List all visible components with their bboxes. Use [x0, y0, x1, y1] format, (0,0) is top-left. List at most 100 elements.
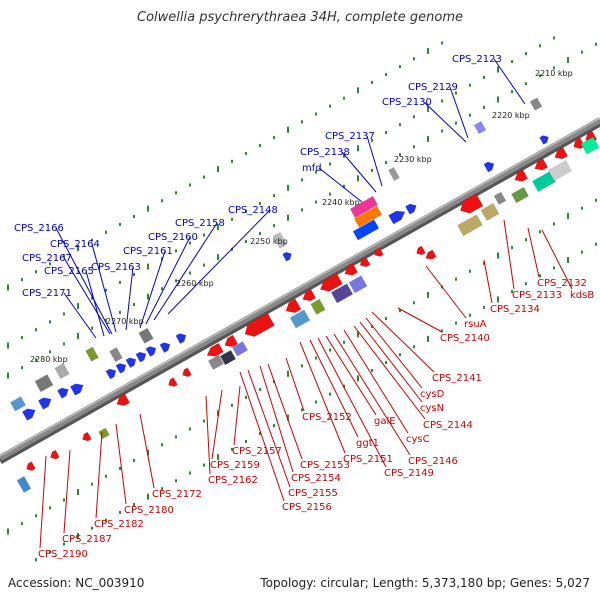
- reverse-gene: [182, 367, 192, 377]
- reverse-box: [580, 136, 600, 155]
- reverse-callout: [299, 341, 346, 454]
- forward-callout: [63, 292, 97, 339]
- tick-mark: [483, 305, 485, 309]
- reverse-box: [207, 354, 225, 370]
- tick-mark: [511, 290, 513, 294]
- tick-mark: [63, 498, 65, 502]
- tick-mark: [203, 419, 205, 423]
- forward-gene-label: CPS_2138: [300, 147, 350, 158]
- tick-mark: [49, 550, 51, 554]
- forward-box: [34, 374, 54, 393]
- forward-box: [352, 219, 380, 241]
- tick-mark: [287, 214, 289, 221]
- reverse-box: [289, 309, 311, 329]
- tick-mark: [63, 254, 65, 258]
- forward-gene-shape: [282, 252, 292, 262]
- kbp-marker: 2250 kbp: [250, 237, 288, 246]
- forward-gene-label: CPS_2165: [44, 266, 94, 277]
- tick-mark: [301, 408, 303, 412]
- tick-mark: [259, 388, 261, 392]
- reverse-gene: [320, 273, 343, 292]
- forward-box: [272, 231, 288, 249]
- tick-mark: [287, 184, 289, 191]
- tick-mark: [427, 291, 429, 298]
- reverse-box: [493, 191, 507, 205]
- reverse-gene: [26, 461, 36, 471]
- tick-mark: [315, 400, 317, 404]
- tick-mark: [483, 105, 485, 109]
- tick-mark: [63, 542, 65, 546]
- forward-gene-label: CPS_2171: [22, 288, 72, 299]
- tick-mark: [217, 224, 219, 231]
- reverse-gene-shape: [374, 247, 384, 257]
- reverse-gene: [82, 431, 92, 442]
- reverse-box-shape: [16, 476, 32, 493]
- reverse-gene-shape: [344, 263, 359, 276]
- reverse-gene-label: CPS_2187: [62, 534, 112, 545]
- tick-mark: [161, 287, 163, 291]
- reverse-callout: [397, 307, 443, 333]
- reverse-callout: [325, 335, 377, 416]
- tick-mark: [595, 242, 597, 246]
- tick-mark: [287, 414, 289, 421]
- tick-mark: [343, 340, 345, 344]
- forward-gene: [125, 357, 137, 369]
- reverse-callout: [317, 337, 387, 468]
- tick-mark: [91, 326, 93, 330]
- reverse-gene-shape: [50, 449, 60, 460]
- tick-mark: [385, 131, 387, 135]
- forward-box: [349, 195, 379, 219]
- tick-mark: [245, 209, 247, 213]
- tick-mark: [273, 224, 275, 228]
- forward-gene-shape: [115, 363, 127, 374]
- forward-box: [388, 167, 400, 182]
- reverse-box-shape: [207, 354, 225, 370]
- tick-mark: [77, 333, 79, 340]
- reverse-callout: [139, 413, 155, 489]
- tick-mark: [7, 528, 9, 535]
- forward-gene: [57, 387, 69, 399]
- tick-mark: [161, 487, 163, 491]
- reverse-gene-label: CPS_2155: [288, 488, 338, 499]
- reverse-callout: [309, 339, 359, 438]
- reverse-box-shape: [511, 186, 529, 204]
- tick-mark: [567, 257, 569, 264]
- reverse-callout: [63, 449, 71, 534]
- forward-gene: [175, 333, 187, 344]
- tick-mark: [343, 154, 345, 158]
- reverse-gene: [285, 298, 302, 313]
- tick-mark: [329, 104, 331, 108]
- tick-mark: [217, 254, 219, 261]
- tick-mark: [553, 36, 555, 40]
- tick-mark: [399, 153, 401, 157]
- forward-box-shape: [473, 120, 487, 135]
- reverse-gene-shape: [206, 342, 224, 357]
- tick-mark: [539, 274, 541, 278]
- tick-mark: [21, 366, 23, 370]
- forward-callout: [153, 222, 218, 321]
- forward-box-shape: [9, 396, 27, 412]
- tick-mark: [441, 129, 443, 133]
- tick-mark: [7, 284, 9, 291]
- tick-mark: [175, 435, 177, 439]
- tick-mark: [203, 175, 205, 179]
- forward-box: [85, 346, 99, 362]
- forward-gene-shape: [159, 342, 171, 353]
- tick-mark: [231, 217, 233, 221]
- reverse-box: [480, 202, 500, 221]
- reverse-gene-label: CPS_2157: [232, 446, 282, 457]
- forward-box-shape: [388, 167, 400, 182]
- tick-mark: [133, 503, 135, 507]
- forward-box-shape: [54, 363, 70, 380]
- tick-mark: [217, 454, 219, 461]
- forward-box: [353, 205, 383, 228]
- tick-mark: [357, 175, 359, 182]
- tick-mark: [175, 191, 177, 195]
- reverse-callout: [343, 329, 409, 434]
- tick-mark: [539, 44, 541, 48]
- tick-mark: [259, 202, 261, 206]
- tick-mark: [385, 317, 387, 321]
- forward-gene-shape: [125, 357, 137, 369]
- reverse-box: [310, 298, 326, 315]
- forward-gene: [483, 161, 495, 173]
